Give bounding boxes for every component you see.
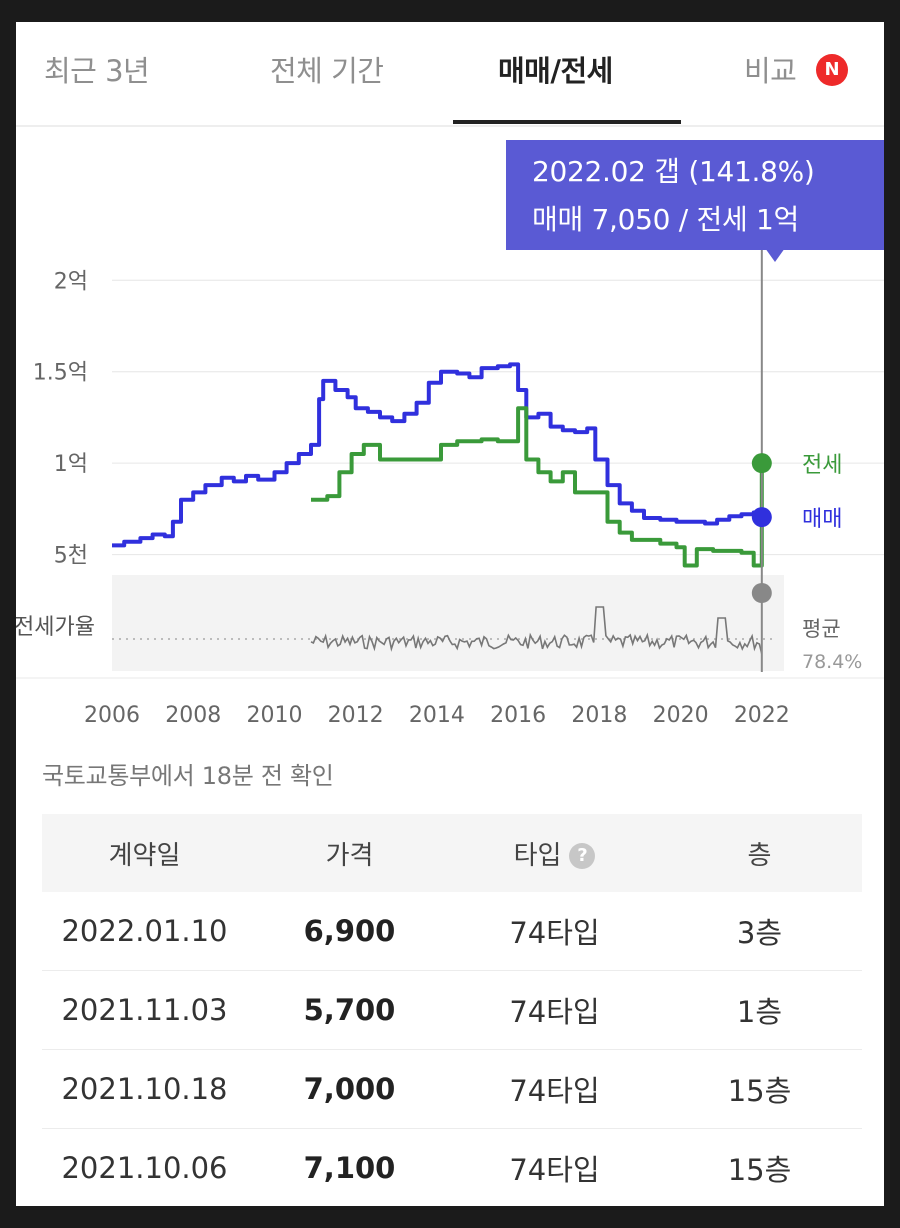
ratio-label: 전세가율 [16, 615, 95, 640]
series-label: 전세 [802, 453, 842, 478]
cell-floor: 15층 [657, 1128, 862, 1206]
table-header-row: 계약일 가격 타입? 층 [42, 814, 862, 892]
table-row[interactable]: 2021.10.06 7,100 74타입 15층 [42, 1128, 862, 1206]
tab-compare[interactable]: 비교 [744, 54, 797, 88]
x-tick-label: 2012 [328, 703, 384, 728]
cell-floor: 3층 [657, 892, 862, 971]
tab-sale-jeonse[interactable]: 매매/전세 [498, 54, 613, 88]
x-tick-label: 2022 [734, 703, 790, 728]
cell-type: 74타입 [452, 1128, 657, 1206]
active-tab-underline [453, 120, 681, 124]
x-tick-label: 2018 [571, 703, 627, 728]
tooltip-gap: 2022.02 갭 (141.8%) [532, 155, 815, 188]
cell-type: 74타입 [452, 1049, 657, 1129]
ratio-series-line [310, 606, 763, 655]
cell-price: 7,000 [247, 1049, 452, 1129]
table-row[interactable]: 2022.01.10 6,900 74타입 3층 [42, 892, 862, 971]
transactions-table: 계약일 가격 타입? 층 2022.01.10 6,900 74타입 3층 20… [42, 814, 862, 1206]
x-tick-label: 2020 [653, 703, 709, 728]
jeonse-endpoint-marker [751, 453, 772, 474]
table-row[interactable]: 2021.10.18 7,000 74타입 15층 [42, 1049, 862, 1129]
x-tick-label: 2008 [165, 703, 221, 728]
x-tick-label: 2010 [246, 703, 302, 728]
ratio-average-label: 평균 [802, 617, 841, 641]
cell-price: 5,700 [247, 970, 452, 1050]
tab-all-period[interactable]: 전체 기간 [270, 54, 384, 88]
col-floor: 층 [747, 840, 772, 871]
x-tick-label: 2014 [409, 703, 465, 728]
chart-tooltip: 2022.02 갭 (141.8%) 매매 7,050 / 전세 1억 [506, 140, 884, 250]
cell-date: 2021.10.06 [42, 1128, 247, 1206]
jeonse-price-line [311, 406, 764, 568]
col-type-label: 타입 [513, 840, 562, 871]
y-tick-label: 1억 [54, 452, 88, 477]
tooltip-arrow [765, 248, 785, 262]
cell-price: 6,900 [247, 892, 452, 971]
col-price: 가격 [325, 840, 374, 871]
cell-price: 7,100 [247, 1128, 452, 1206]
cell-date: 2021.10.18 [42, 1049, 247, 1129]
col-contract-date: 계약일 [108, 840, 181, 871]
new-badge: N [816, 54, 848, 86]
tab-recent-3y[interactable]: 최근 3년 [44, 54, 150, 88]
cell-date: 2022.01.10 [42, 892, 247, 971]
sale-price-line [112, 362, 764, 548]
tooltip-prices: 매매 7,050 / 전세 1억 [532, 203, 800, 236]
ratio-marker [751, 583, 772, 603]
ratio-average-value: 78.4% [802, 651, 862, 673]
series-label: 매매 [802, 507, 842, 532]
period-tabs: 최근 3년 전체 기간 매매/전세 비교 N [16, 22, 884, 127]
x-tick-label: 2016 [490, 703, 546, 728]
tab-divider [16, 125, 884, 127]
x-tick-label: 2006 [84, 703, 140, 728]
cell-date: 2021.11.03 [42, 970, 247, 1050]
sale-endpoint-marker [751, 507, 772, 528]
y-tick-label: 1.5억 [33, 361, 88, 386]
cell-floor: 1층 [657, 970, 862, 1050]
source-note: 국토교통부에서 18분 전 확인 [42, 762, 334, 790]
help-icon[interactable]: ? [569, 842, 596, 869]
cell-type: 74타입 [452, 892, 657, 971]
cell-type: 74타입 [452, 970, 657, 1050]
table-row[interactable]: 2021.11.03 5,700 74타입 1층 [42, 970, 862, 1050]
ratio-panel-bg [112, 575, 784, 671]
y-tick-label: 2억 [54, 269, 88, 294]
y-tick-label: 5천 [54, 544, 88, 569]
cell-floor: 15층 [657, 1049, 862, 1129]
col-type: 타입? [452, 814, 657, 892]
